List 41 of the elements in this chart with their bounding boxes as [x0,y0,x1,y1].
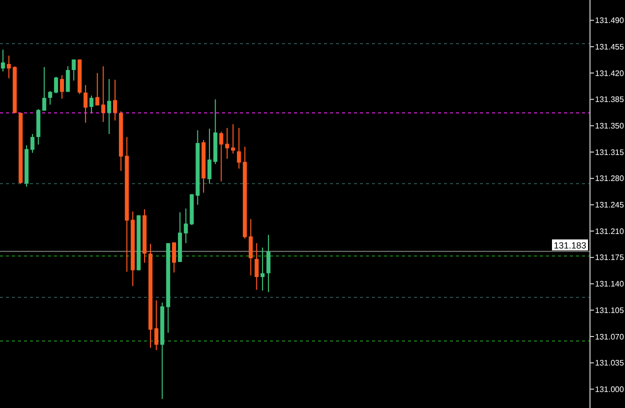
y-tick-label: 131.070 [595,332,624,342]
candlestick [260,247,265,292]
candlestick [60,74,64,100]
candlestick [48,90,52,106]
candlestick [0,49,5,72]
y-tick-label: 131.420 [595,68,624,78]
y-tick-label: 131.140 [595,280,624,289]
y-tick-label: 131.315 [595,148,624,157]
candlestick [248,218,253,276]
candlestick [101,66,106,122]
candlestick [184,208,188,244]
y-tick-label: 131.245 [595,200,624,210]
y-tick-label: 131.035 [595,358,624,368]
candlestick [254,242,259,290]
y-tick-label: 131.350 [595,122,624,131]
candlestick [107,78,112,134]
candlestick [66,66,70,92]
candlestick [84,84,88,124]
y-tick-label: 131.105 [595,306,624,315]
y-tick-label: 131.175 [595,253,624,262]
candlestick [113,79,118,121]
y-tick-label: 131.210 [595,226,624,236]
candlestick [6,55,11,79]
candlestick [42,66,46,112]
candlestick [95,72,100,106]
y-tick-label: 131.000 [595,384,624,394]
candlestick [54,76,58,94]
candlestick [72,58,76,82]
candlestick [172,242,176,273]
candlestick [154,300,158,351]
candlestick [89,95,94,114]
candlestick [231,124,236,154]
ref-line-label: 131.183 [554,240,586,250]
candlestick [236,127,241,170]
candlestick [266,234,270,293]
candlestick [207,128,212,184]
y-tick-label: 131.490 [595,16,624,26]
y-tick-label: 131.280 [595,174,624,184]
candlestick [30,133,34,154]
y-tick-label: 131.385 [595,95,624,104]
y-tick-label: 131.455 [595,42,624,52]
